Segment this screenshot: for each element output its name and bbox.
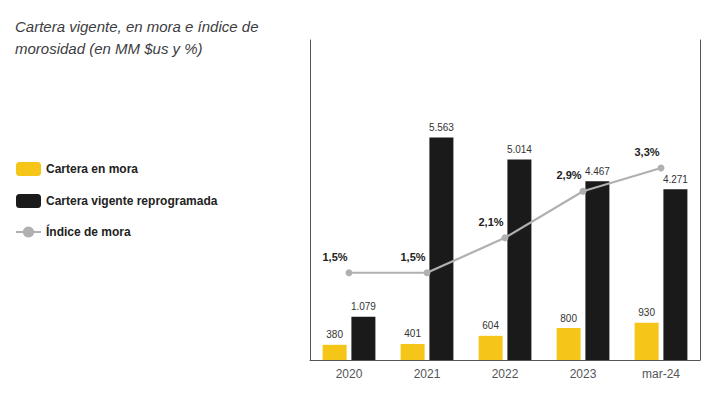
svg-text:5.014: 5.014 bbox=[507, 144, 532, 155]
svg-text:1,5%: 1,5% bbox=[322, 251, 347, 263]
svg-text:2022: 2022 bbox=[492, 367, 519, 381]
svg-text:2023: 2023 bbox=[570, 367, 597, 381]
svg-text:4.271: 4.271 bbox=[663, 174, 688, 185]
svg-text:Cartera vigente, en mora e índ: Cartera vigente, en mora e índice de bbox=[15, 18, 258, 35]
svg-text:930: 930 bbox=[638, 307, 655, 318]
svg-text:380: 380 bbox=[326, 329, 343, 340]
svg-text:604: 604 bbox=[482, 320, 499, 331]
svg-text:1.079: 1.079 bbox=[351, 301, 376, 312]
svg-text:3,3%: 3,3% bbox=[634, 146, 659, 158]
svg-text:4.467: 4.467 bbox=[585, 166, 610, 177]
svg-text:800: 800 bbox=[560, 313, 577, 324]
svg-text:2,1%: 2,1% bbox=[478, 216, 503, 228]
svg-text:1,5%: 1,5% bbox=[400, 251, 425, 263]
svg-text:5.563: 5.563 bbox=[429, 122, 454, 133]
svg-text:2,9%: 2,9% bbox=[556, 169, 581, 181]
svg-text:401: 401 bbox=[404, 328, 421, 339]
svg-text:2021: 2021 bbox=[414, 367, 441, 381]
svg-text:Índice de mora: Índice de mora bbox=[46, 224, 131, 239]
svg-text:2020: 2020 bbox=[336, 367, 363, 381]
svg-text:morosidad (en MM $us y %): morosidad (en MM $us y %) bbox=[15, 40, 203, 57]
svg-text:Cartera en mora: Cartera en mora bbox=[46, 162, 138, 176]
svg-text:mar-24: mar-24 bbox=[642, 367, 680, 381]
svg-text:Cartera vigente reprogramada: Cartera vigente reprogramada bbox=[46, 194, 218, 208]
